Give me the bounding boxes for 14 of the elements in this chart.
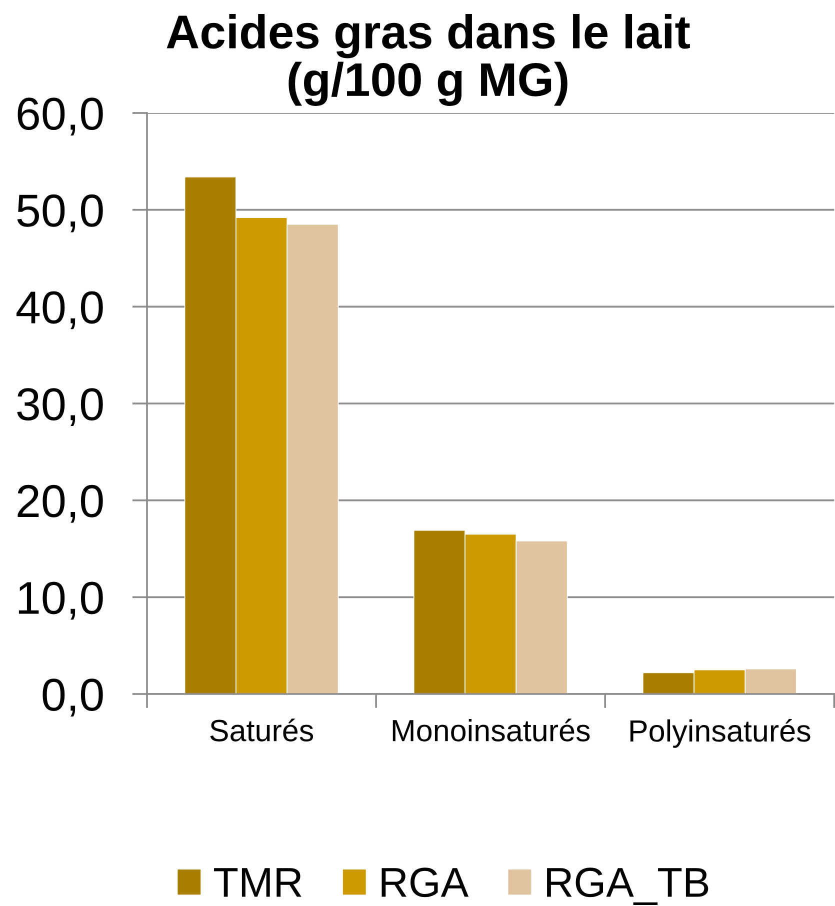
legend-label: TMR: [214, 868, 302, 897]
legend-label: RGA_TB: [547, 868, 708, 906]
y-tick-label: 60,0: [18, 98, 103, 136]
chart-title: Acides gras dans le lait (g/100 g MG): [166, 14, 690, 106]
y-tick-label: 40,0: [16, 291, 103, 330]
y-tick-label: 20,0: [18, 484, 103, 523]
legend-label: RGA: [382, 868, 469, 898]
y-tick-label: 10,0: [18, 582, 103, 620]
x-tick-label: Polyinsaturés: [630, 719, 810, 748]
y-tick-label: 0,0: [42, 678, 103, 716]
y-tick-label: 50,0: [17, 194, 103, 232]
y-tick-label: 30,0: [17, 388, 103, 426]
x-tick-label: Saturés: [210, 718, 314, 742]
x-tick-label: Monoinsaturés: [392, 718, 590, 742]
